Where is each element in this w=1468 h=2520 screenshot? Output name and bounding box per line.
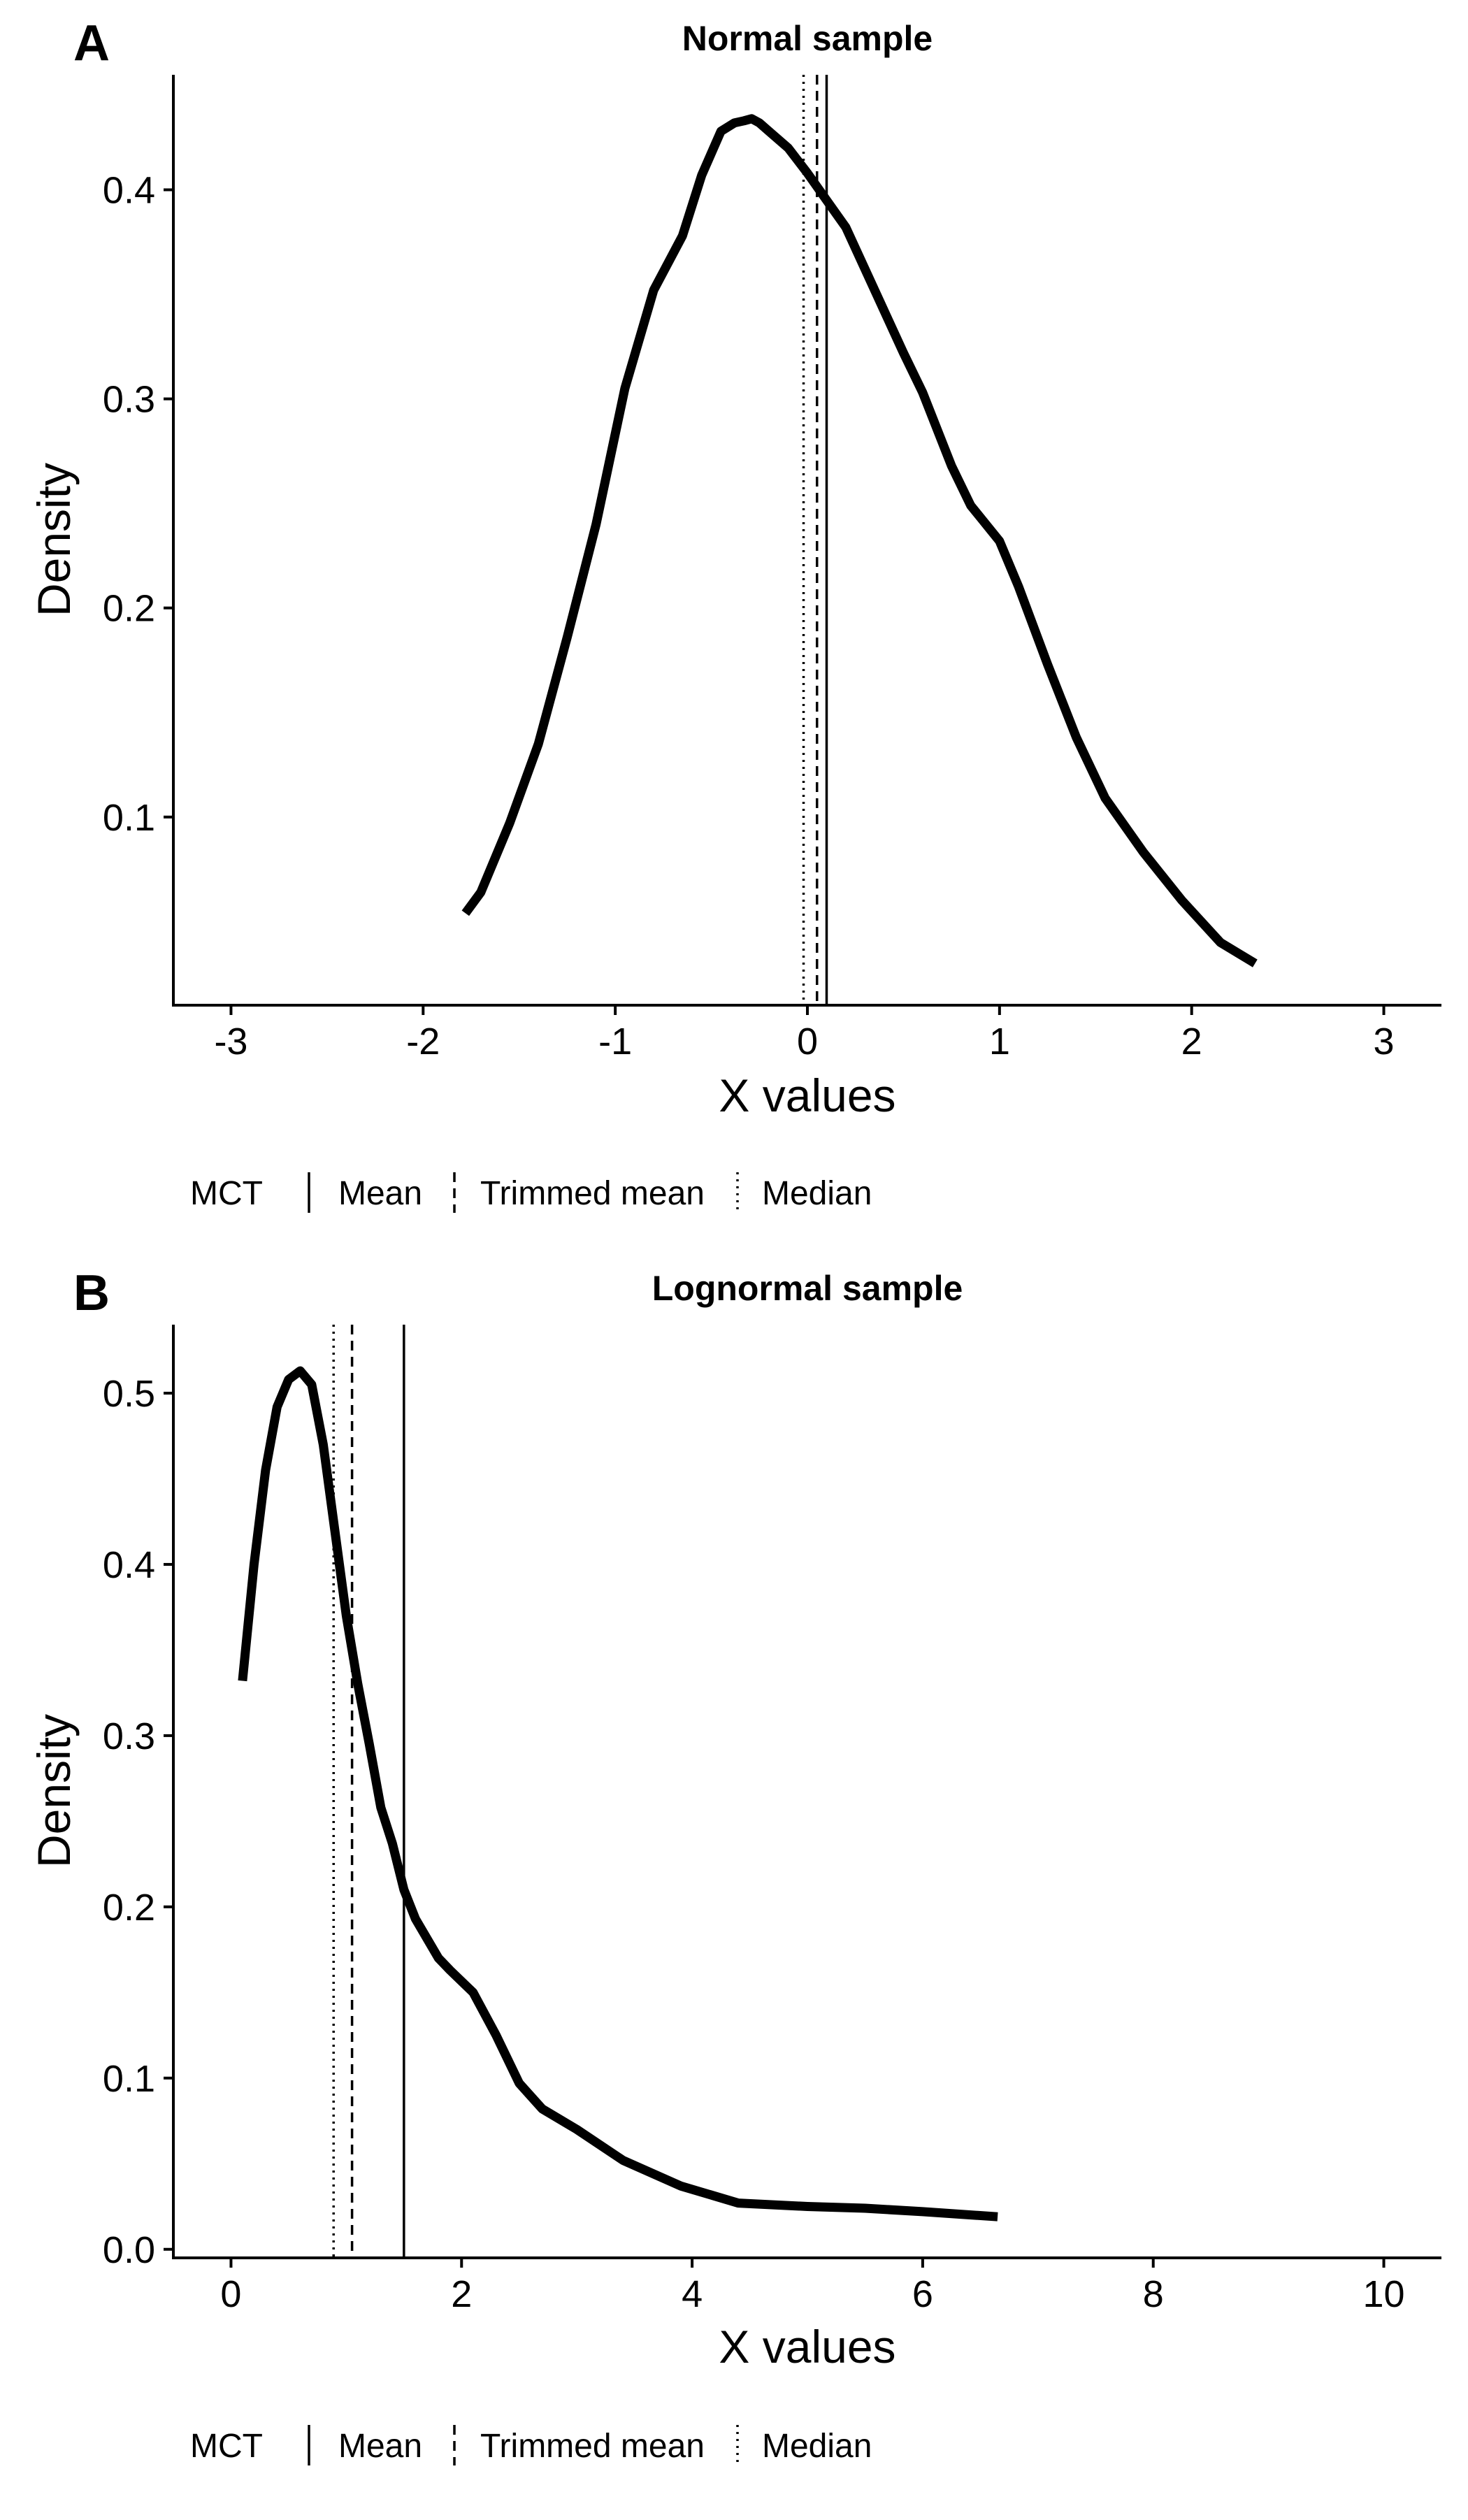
y-tick-label: 0.2: [103, 1887, 155, 1929]
x-axis-title: X values: [719, 2321, 895, 2373]
panel-letter: A: [73, 15, 110, 71]
legend-title: MCT: [190, 1175, 263, 1212]
x-tick-label: 1: [989, 1021, 1010, 1063]
y-ticks: 0.1 0.2 0.3 0.4: [103, 170, 173, 839]
density-curve: [461, 114, 1258, 967]
x-tick-label: -1: [598, 1021, 632, 1063]
x-tick-label: 4: [682, 2273, 703, 2315]
y-tick-label: 0.3: [103, 1715, 155, 1757]
panel-title: Normal sample: [682, 19, 933, 58]
y-tick-label: 0.4: [103, 170, 155, 212]
y-tick-label: 0.1: [103, 2058, 155, 2100]
x-axis-title: X values: [719, 1070, 895, 1121]
x-tick-label: 0: [220, 2273, 241, 2315]
x-tick-label: 8: [1143, 2273, 1164, 2315]
legend: MCT Mean Trimmed mean Median: [190, 1172, 872, 1213]
panel-title: Lognormal sample: [652, 1269, 963, 1308]
panel-letter: B: [73, 1265, 110, 1321]
x-ticks: 0 2 4 6 8 10: [220, 2258, 1405, 2315]
legend: MCT Mean Trimmed mean Median: [190, 2425, 872, 2465]
y-tick-label: 0.0: [103, 2229, 155, 2271]
x-tick-label: 6: [912, 2273, 933, 2315]
legend-label-median: Median: [762, 1175, 872, 1212]
series-group: [461, 114, 1258, 967]
x-tick-label: -2: [406, 1021, 440, 1063]
y-tick-label: 0.2: [103, 588, 155, 630]
y-tick-label: 0.4: [103, 1544, 155, 1586]
panel-a: A Normal sample 0.10.20.30.4 -3 -2 -1 0 1 2 3 …: [28, 15, 1441, 1213]
legend-label-trimmed-mean: Trimmed mean: [480, 1175, 705, 1212]
density-curve: [238, 1366, 998, 2222]
legend-label-mean: Mean: [338, 2428, 422, 2465]
y-axis-title: Density: [28, 463, 80, 617]
panel-b: B Lognormal sample 0.0 0.1 0.2 0.3 0.4 0.5 0 2…: [28, 1265, 1441, 2465]
legend-title: MCT: [190, 2428, 263, 2465]
y-tick-label: 0.5: [103, 1373, 155, 1415]
x-tick-label: 2: [451, 2273, 472, 2315]
x-tick-label: 2: [1181, 1021, 1202, 1063]
legend-label-median: Median: [762, 2428, 872, 2465]
x-tick-label: 3: [1374, 1021, 1395, 1063]
y-tick-label: 0.1: [103, 797, 155, 839]
x-tick-label: 0: [797, 1021, 818, 1063]
reference-lines: [802, 75, 828, 1005]
legend-label-trimmed-mean: Trimmed mean: [480, 2428, 705, 2465]
reference-lines: [332, 1325, 405, 2258]
legend-label-mean: Mean: [338, 1175, 422, 1212]
series-group: [238, 1366, 998, 2222]
y-ticks: 0.0 0.1 0.2 0.3 0.4 0.5: [103, 1373, 173, 2271]
y-axis-title: Density: [28, 1714, 80, 1868]
x-ticks: -3 -2 -1 0 1 2 3: [214, 1005, 1395, 1063]
x-tick-label: -3: [214, 1021, 247, 1063]
y-tick-label: 0.3: [103, 379, 155, 421]
x-tick-label: 10: [1363, 2273, 1405, 2315]
